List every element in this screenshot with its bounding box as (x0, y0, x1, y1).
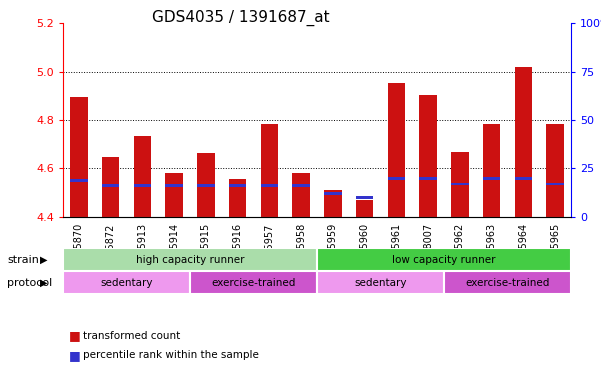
Bar (324, 192, 341, 195)
Text: high capacity runner: high capacity runner (136, 255, 245, 265)
Bar (261, 184, 278, 187)
Text: exercise-trained: exercise-trained (465, 278, 550, 288)
Bar (483, 177, 500, 180)
Text: strain: strain (7, 255, 39, 265)
Bar (388, 177, 405, 180)
Bar (102, 184, 120, 187)
Bar (451, 182, 469, 185)
Text: low capacity runner: low capacity runner (392, 255, 496, 265)
Bar (514, 177, 532, 180)
Text: transformed count: transformed count (83, 331, 180, 341)
Bar (102, 157, 120, 217)
Bar (293, 184, 310, 187)
Bar (514, 67, 532, 217)
Bar (317, 271, 444, 294)
Bar (197, 153, 215, 217)
Text: ▶: ▶ (40, 255, 47, 265)
Bar (317, 248, 571, 271)
Bar (63, 248, 317, 271)
Bar (546, 182, 564, 185)
Bar (70, 179, 88, 182)
Bar (165, 184, 183, 187)
Text: ▶: ▶ (40, 278, 47, 288)
Text: ■: ■ (69, 349, 81, 362)
Bar (483, 124, 500, 217)
Text: percentile rank within the sample: percentile rank within the sample (83, 350, 259, 360)
Bar (197, 184, 215, 187)
Bar (293, 172, 310, 217)
Bar (356, 196, 373, 199)
Bar (229, 184, 246, 187)
Bar (134, 136, 151, 217)
Bar (70, 97, 88, 217)
Text: exercise-trained: exercise-trained (212, 278, 296, 288)
Text: GDS4035 / 1391687_at: GDS4035 / 1391687_at (151, 10, 329, 26)
Bar (546, 124, 564, 217)
Bar (388, 83, 405, 217)
Bar (419, 177, 437, 180)
Bar (190, 271, 317, 294)
Text: sedentary: sedentary (354, 278, 407, 288)
Bar (229, 179, 246, 217)
Bar (356, 200, 373, 217)
Text: protocol: protocol (7, 278, 52, 288)
Bar (165, 172, 183, 217)
Bar (419, 95, 437, 217)
Bar (444, 271, 571, 294)
Bar (134, 184, 151, 187)
Bar (261, 124, 278, 217)
Text: ■: ■ (69, 329, 81, 343)
Bar (324, 190, 341, 217)
Text: sedentary: sedentary (100, 278, 153, 288)
Bar (451, 152, 469, 217)
Bar (63, 271, 190, 294)
